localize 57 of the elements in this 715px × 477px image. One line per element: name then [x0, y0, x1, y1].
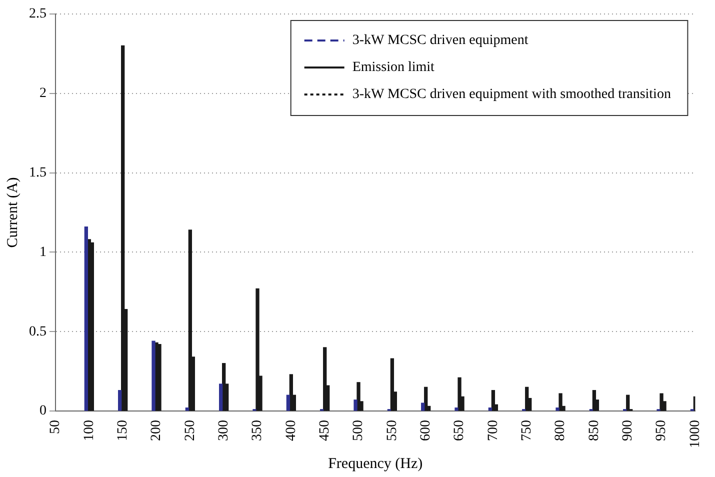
y-tick-label: 0 [40, 404, 46, 419]
x-axis-title: Frequency (Hz) [328, 456, 423, 472]
x-tick-label: 450 [318, 420, 333, 441]
bar [458, 377, 462, 411]
bar [556, 407, 560, 411]
bar [84, 226, 88, 411]
x-tick-label: 200 [149, 420, 164, 441]
legend-label: 3-kW MCSC driven equipment [352, 33, 528, 48]
x-tick-label: 700 [486, 420, 501, 441]
x-tick-label: 600 [418, 420, 434, 441]
bar [185, 407, 190, 411]
x-tick-label: 300 [216, 420, 232, 441]
x-tick-label: 900 [620, 420, 636, 441]
y-tick-label: 1.5 [29, 165, 46, 180]
y-axis-title: Current (A) [4, 177, 21, 248]
x-tick-label: 250 [182, 420, 198, 441]
y-tick-label: 1 [40, 244, 46, 260]
x-tick-label: 950 [654, 420, 670, 441]
bar [558, 393, 562, 411]
y-tick-label: 0.5 [29, 324, 46, 340]
bar [152, 340, 156, 411]
bar [219, 384, 223, 411]
x-tick-label: 350 [250, 420, 266, 441]
x-tick-label: 800 [553, 420, 568, 441]
x-tick-label: 750 [520, 420, 535, 441]
bar [323, 347, 327, 411]
y-tick-label: 2.5 [29, 6, 46, 22]
bar [660, 393, 664, 411]
bar [421, 402, 425, 411]
bar [424, 386, 428, 411]
x-tick-label: 500 [351, 420, 366, 441]
x-tick-label: 150 [116, 420, 131, 441]
bar [289, 374, 294, 411]
x-tick-label: 650 [452, 420, 468, 441]
legend-label: Emission limit [352, 60, 435, 76]
bar [256, 288, 260, 411]
bar [286, 394, 290, 411]
x-tick-label: 400 [284, 420, 299, 441]
x-tick-label: 100 [82, 420, 97, 441]
bar [491, 390, 496, 411]
bar [354, 400, 358, 411]
legend-label: 3-kW MCSC driven equipment with smoothed transition [352, 87, 671, 102]
bar [626, 394, 630, 411]
bar [525, 386, 529, 411]
bar [454, 407, 458, 411]
bar [356, 382, 360, 411]
bar [188, 230, 192, 411]
y-tick-label: 2 [40, 86, 46, 102]
x-tick-label: 550 [384, 420, 400, 441]
x-tick-label: 50 [48, 420, 64, 434]
bar [121, 45, 125, 411]
bar [390, 358, 394, 411]
x-tick-label: 850 [586, 420, 602, 441]
x-tick-label: 1000 [688, 420, 703, 448]
bar [488, 407, 492, 411]
bar [592, 390, 596, 411]
bar [118, 390, 122, 411]
